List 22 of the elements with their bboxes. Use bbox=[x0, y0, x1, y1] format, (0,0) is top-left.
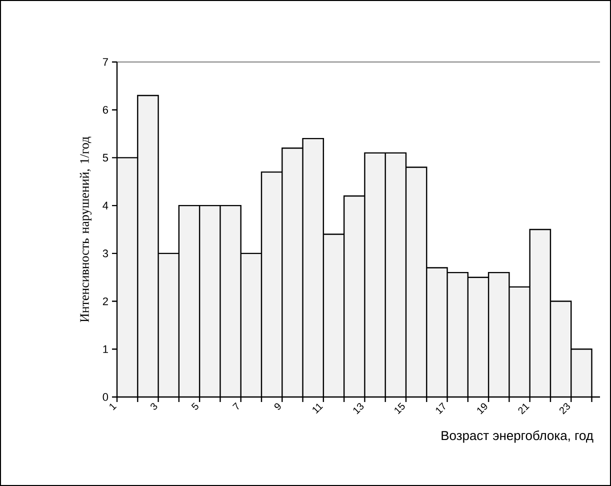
x-tick-label: 1 bbox=[110, 404, 117, 410]
x-tick-label: 7 bbox=[232, 402, 239, 410]
x-tick-label: 9 bbox=[274, 403, 281, 410]
y-tick-label: 3 bbox=[102, 250, 108, 258]
y-tick-label: 0 bbox=[102, 393, 108, 401]
x-tick-label: 15 bbox=[394, 402, 405, 414]
x-tick-label: 3 bbox=[150, 403, 158, 410]
x-tick-label: 13 bbox=[353, 403, 364, 414]
y-tick-label: 2 bbox=[102, 297, 108, 306]
x-tick-label: 17 bbox=[436, 402, 446, 414]
x-tick-label: 19 bbox=[477, 403, 488, 414]
x-tick-label: 21 bbox=[518, 404, 530, 414]
x-axis-title: Возраст энергоблока, год bbox=[442, 430, 594, 443]
x-tick-label: 23 bbox=[559, 403, 570, 414]
y-tick-label: 7 bbox=[102, 58, 108, 66]
y-tick-label: 6 bbox=[102, 106, 108, 114]
y-axis-title: Интенсивность нарушений, 1/год bbox=[80, 136, 92, 322]
y-tick-label: 5 bbox=[102, 154, 108, 162]
y-tick-label: 4 bbox=[102, 202, 108, 210]
x-tick-label: 5 bbox=[191, 402, 198, 410]
y-tick-label: 1 bbox=[103, 345, 108, 353]
x-tick-label: 11 bbox=[312, 404, 324, 414]
